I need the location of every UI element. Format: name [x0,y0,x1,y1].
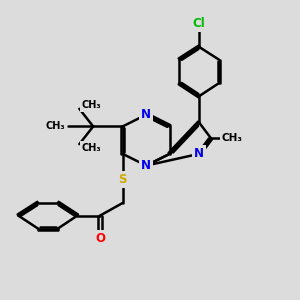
Text: CH₃: CH₃ [82,142,101,153]
Text: N: N [194,147,204,160]
Text: Cl: Cl [193,17,206,30]
Text: CH₃: CH₃ [222,133,243,143]
Text: CH₃: CH₃ [82,100,101,110]
Text: S: S [118,173,127,186]
Text: N: N [141,108,151,121]
Text: N: N [141,159,151,172]
Text: O: O [95,232,105,245]
Text: CH₃: CH₃ [46,122,65,131]
